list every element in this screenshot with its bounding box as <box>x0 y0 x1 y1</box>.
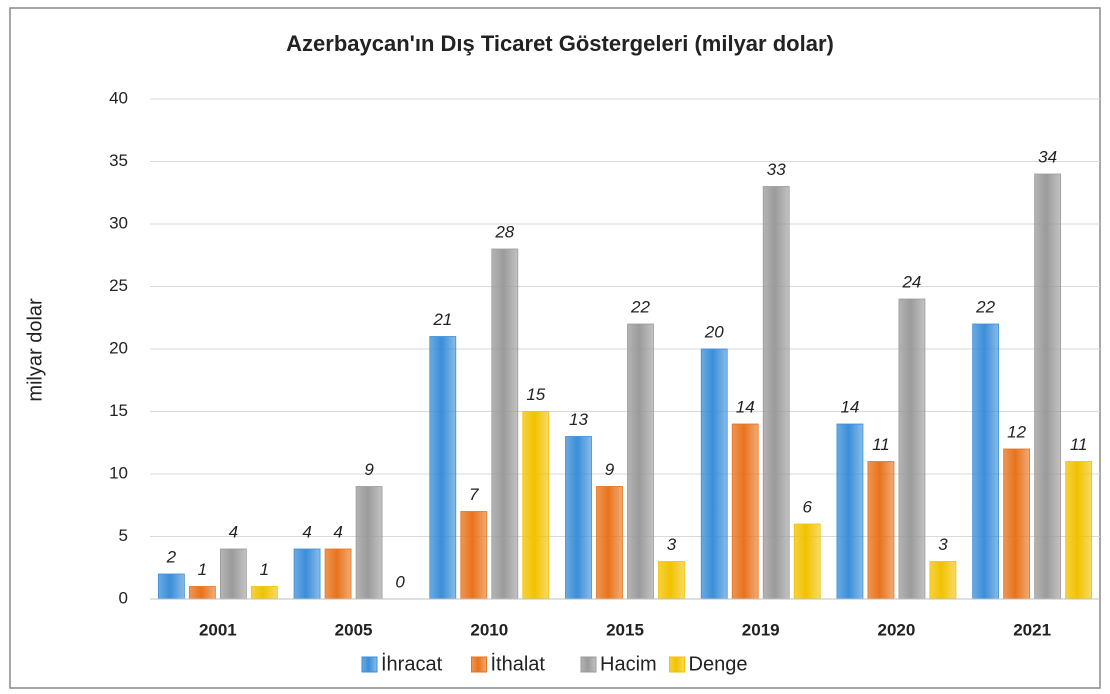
legend-label: İhracat <box>381 652 443 675</box>
legend-label: Denge <box>689 653 748 675</box>
bar <box>429 336 457 600</box>
x-tick-label: 2010 <box>470 620 508 639</box>
x-tick-label: 2015 <box>606 620 644 639</box>
data-label: 4 <box>302 522 311 541</box>
y-tick-label: 10 <box>109 463 128 482</box>
bar <box>836 423 864 600</box>
data-label: 3 <box>938 535 948 554</box>
y-tick-label: 30 <box>109 213 128 232</box>
y-tick-label: 5 <box>119 526 128 545</box>
data-label: 22 <box>975 297 995 316</box>
chart-title: Azerbaycan'ın Dış Ticaret Göstergeleri (… <box>286 31 834 56</box>
data-label: 9 <box>605 460 615 479</box>
data-label: 4 <box>333 522 342 541</box>
bar <box>491 248 519 600</box>
bar <box>731 423 759 600</box>
x-tick-label: 2001 <box>199 620 237 639</box>
data-label: 11 <box>1070 435 1088 454</box>
y-tick-label: 15 <box>109 401 128 420</box>
legend-swatch <box>471 656 487 673</box>
data-label: 28 <box>494 222 514 241</box>
y-tick-label: 35 <box>109 151 128 170</box>
bar <box>460 511 488 600</box>
bar <box>898 298 926 600</box>
data-label: 1 <box>260 560 269 579</box>
bar <box>293 548 321 600</box>
bar <box>972 323 1000 600</box>
bar <box>1065 461 1093 600</box>
bar <box>700 348 728 600</box>
data-label: 33 <box>767 160 786 179</box>
data-label: 20 <box>704 322 724 341</box>
x-tick-label: 2020 <box>878 620 916 639</box>
y-tick-label: 0 <box>119 588 128 607</box>
data-label: 21 <box>432 310 452 329</box>
x-tick-label: 2021 <box>1013 620 1051 639</box>
data-label: 7 <box>469 485 479 504</box>
bar <box>1003 448 1031 600</box>
y-tick-label: 20 <box>109 338 128 357</box>
y-tick-label: 25 <box>109 276 128 295</box>
bar <box>565 436 592 600</box>
data-label: 1 <box>198 560 207 579</box>
bar <box>250 586 278 600</box>
bar <box>867 461 895 600</box>
bar <box>522 411 550 600</box>
bar <box>355 486 383 600</box>
legend-swatch <box>361 656 378 673</box>
data-label: 22 <box>630 297 650 316</box>
bar <box>596 486 623 600</box>
bar <box>324 548 352 600</box>
bar <box>219 548 247 600</box>
bar <box>658 561 685 600</box>
y-tick-label: 40 <box>109 88 128 107</box>
legend-swatch <box>669 656 685 673</box>
data-label: 34 <box>1038 147 1057 166</box>
bar <box>627 323 654 600</box>
data-label: 9 <box>364 460 374 479</box>
data-label: 11 <box>872 435 890 454</box>
data-label: 6 <box>802 497 812 516</box>
legend-label: İthalat <box>491 652 546 675</box>
legend-swatch <box>580 656 597 673</box>
x-tick-label: 2019 <box>742 620 780 639</box>
data-label: 0 <box>395 572 405 591</box>
data-label: 14 <box>840 397 859 416</box>
data-label: 13 <box>569 410 588 429</box>
bar <box>929 561 957 600</box>
data-label: 14 <box>736 397 755 416</box>
data-label: 24 <box>901 272 921 291</box>
data-label: 4 <box>229 522 238 541</box>
bar <box>793 523 821 600</box>
bar <box>762 186 790 600</box>
legend-label: Hacim <box>600 653 657 675</box>
data-label: 3 <box>667 535 677 554</box>
data-label: 15 <box>526 385 545 404</box>
data-label: 12 <box>1007 422 1026 441</box>
x-tick-label: 2005 <box>335 620 373 639</box>
y-axis-label: milyar dolar <box>24 298 46 402</box>
data-label: 2 <box>166 547 177 566</box>
bar <box>188 586 216 600</box>
bar <box>157 573 185 600</box>
bar <box>1034 173 1062 600</box>
